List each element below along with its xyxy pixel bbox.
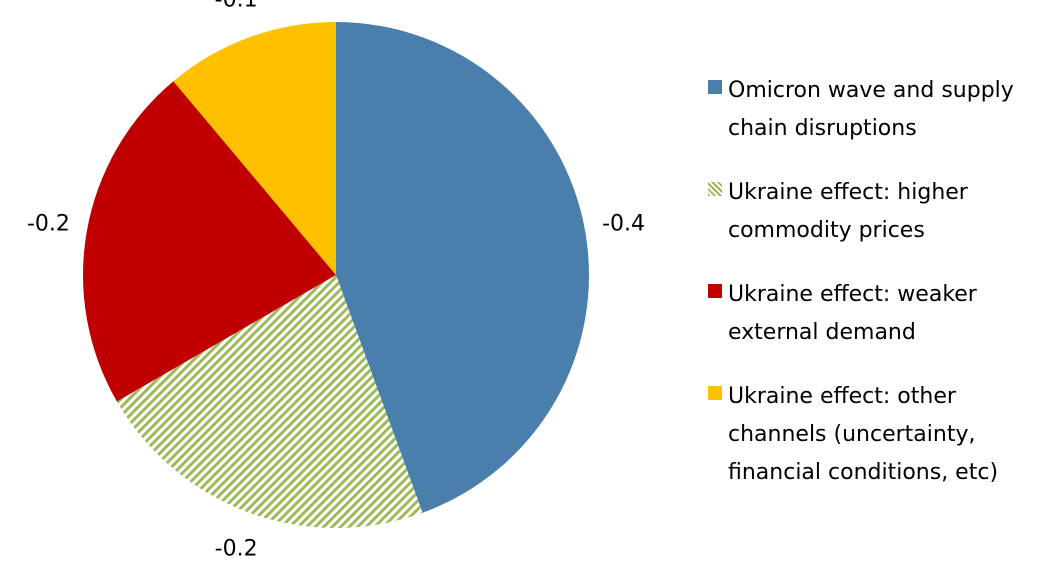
legend-swatch (708, 386, 722, 400)
legend-swatch (708, 80, 722, 94)
legend-swatch (708, 284, 722, 298)
legend-item: Ukraine effect: higher commodity prices (700, 174, 1030, 250)
legend-label: Ukraine effect: higher commodity prices (728, 180, 968, 243)
legend-label: Ukraine effect: other channels (uncertai… (728, 384, 999, 485)
legend-item: Omicron wave and supply chain disruption… (700, 72, 1030, 148)
data-label: -0.1 (215, 0, 258, 13)
pie-slice (116, 275, 423, 529)
legend-item: Ukraine effect: weaker external demand (700, 276, 1030, 352)
data-label: -0.2 (27, 211, 70, 236)
pie-slice (82, 81, 336, 402)
legend-item: Ukraine effect: other channels (uncertai… (700, 378, 1030, 492)
legend-swatch (708, 182, 722, 196)
data-label: -0.4 (602, 211, 645, 236)
legend: Omicron wave and supply chain disruption… (700, 72, 1030, 518)
legend-label: Ukraine effect: weaker external demand (728, 282, 977, 345)
data-label: -0.2 (215, 536, 258, 561)
pie-slice (173, 22, 336, 275)
legend-label: Omicron wave and supply chain disruption… (728, 78, 1014, 141)
pie-slice (336, 22, 590, 513)
